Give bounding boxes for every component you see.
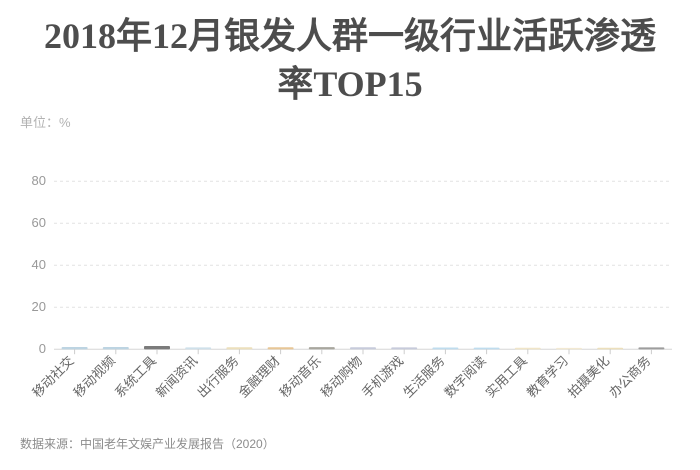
svg-text:移动视频: 移动视频 (71, 353, 118, 400)
svg-text:移动购物: 移动购物 (318, 353, 365, 400)
svg-text:数字阅读: 数字阅读 (441, 353, 488, 400)
svg-text:拍摄美化: 拍摄美化 (565, 353, 612, 400)
svg-text:60: 60 (32, 215, 46, 230)
svg-text:40: 40 (32, 257, 46, 272)
svg-text:新闻资讯: 新闻资讯 (153, 353, 200, 400)
svg-text:出行服务: 出行服务 (194, 353, 241, 400)
svg-text:金融理财: 金融理财 (235, 353, 282, 400)
svg-text:0: 0 (39, 341, 46, 356)
svg-text:系统工具: 系统工具 (112, 353, 159, 400)
svg-text:20: 20 (32, 299, 46, 314)
svg-text:实用工具: 实用工具 (483, 353, 530, 400)
svg-text:移动音乐: 移动音乐 (277, 353, 324, 400)
svg-text:办公商务: 办公商务 (606, 353, 653, 400)
svg-text:移动社交: 移动社交 (29, 353, 76, 400)
svg-text:80: 80 (32, 173, 46, 188)
svg-text:教育学习: 教育学习 (524, 353, 571, 400)
svg-text:生活服务: 生活服务 (400, 353, 447, 400)
svg-text:手机游戏: 手机游戏 (359, 353, 406, 400)
